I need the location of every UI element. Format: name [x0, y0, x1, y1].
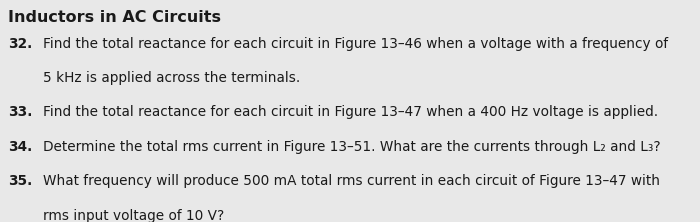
Text: 32.: 32.: [8, 37, 33, 51]
Text: Determine the total rms current in Figure 13–51. What are the currents through L: Determine the total rms current in Figur…: [43, 140, 661, 154]
Text: 34.: 34.: [8, 140, 33, 154]
Text: rms input voltage of 10 V?: rms input voltage of 10 V?: [43, 209, 225, 222]
Text: What frequency will produce 500 mA total rms current in each circuit of Figure 1: What frequency will produce 500 mA total…: [43, 174, 660, 188]
Text: Find the total reactance for each circuit in Figure 13–46 when a voltage with a : Find the total reactance for each circui…: [43, 37, 668, 51]
Text: Inductors in AC Circuits: Inductors in AC Circuits: [8, 10, 221, 25]
Text: 5 kHz is applied across the terminals.: 5 kHz is applied across the terminals.: [43, 71, 301, 85]
Text: Find the total reactance for each circuit in Figure 13–47 when a 400 Hz voltage : Find the total reactance for each circui…: [43, 105, 659, 119]
Text: 33.: 33.: [8, 105, 33, 119]
Text: 35.: 35.: [8, 174, 33, 188]
